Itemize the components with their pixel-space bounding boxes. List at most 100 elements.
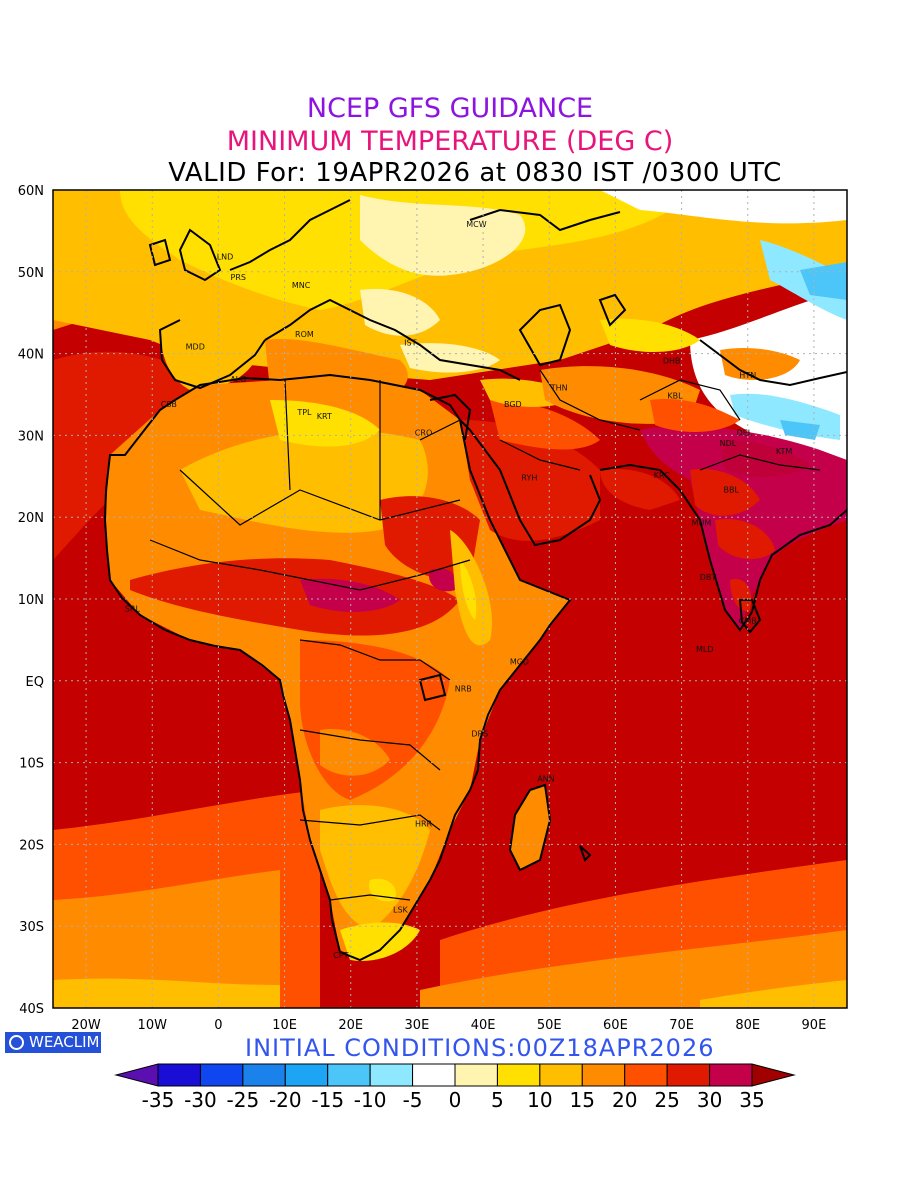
- lat-tick-label: 30N: [18, 429, 44, 444]
- lat-tick-label: 20S: [19, 838, 44, 853]
- station-label: MUM: [692, 518, 712, 527]
- colorbar-label: 15: [570, 1088, 595, 1112]
- station-label: DEL: [737, 428, 753, 437]
- station-label: MNC: [292, 281, 311, 290]
- lat-tick-label: 40S: [19, 1002, 44, 1017]
- weaclim-logo: WEACLIM: [5, 1032, 101, 1053]
- colorbar-swatch: [624, 1063, 668, 1087]
- map-frame: [52, 189, 848, 1009]
- station-label: ROM: [295, 330, 314, 339]
- colorbar-label: -20: [269, 1088, 302, 1112]
- valid-time: VALID For: 19APR2026 at 0830 IST /0300 U…: [168, 158, 782, 188]
- station-label: TPL: [296, 408, 312, 417]
- colorbar-label: 10: [527, 1088, 552, 1112]
- station-label: KRC: [654, 471, 670, 480]
- lat-tick-label: 30S: [19, 920, 44, 935]
- logo-circle-icon: [9, 1035, 24, 1050]
- colorbar-label: -25: [227, 1088, 260, 1112]
- station-label: CMB: [739, 617, 757, 626]
- lon-tick-label: 20E: [338, 1018, 363, 1033]
- lat-tick-label: 10N: [18, 593, 44, 608]
- colorbar-label: -35: [142, 1088, 175, 1112]
- ocean-field: [53, 190, 847, 1008]
- colorbar-swatch: [454, 1063, 498, 1087]
- south-atlantic-band: [53, 790, 320, 1008]
- chart-subtitle: MINIMUM TEMPERATURE (DEG C): [226, 126, 674, 157]
- initial-conditions: INITIAL CONDITIONS:00Z18APR2026: [245, 1034, 715, 1062]
- station-label: BBL: [723, 486, 739, 495]
- colorbar: -35 -30 -25 -20 -15 -10 -5 0 5 10 15 20 25 30 35: [114, 1063, 796, 1112]
- colorbar-arrow-high: [751, 1063, 796, 1087]
- africa-landmass: [105, 380, 570, 960]
- station-label: CSB: [161, 400, 177, 409]
- station-label: NDL: [720, 439, 737, 448]
- colorbar-swatch: [369, 1063, 414, 1087]
- colorbar-swatch: [327, 1063, 371, 1087]
- colorbar-arrow-low: [114, 1063, 159, 1087]
- station-label: ANN: [537, 774, 554, 783]
- country-borders: [149, 369, 821, 901]
- colorbar-label: -15: [311, 1088, 344, 1112]
- colorbar-swatch: [242, 1063, 286, 1087]
- station-label: NRB: [455, 684, 472, 693]
- colorbar-label: 30: [697, 1088, 722, 1112]
- station-label: PRS: [231, 273, 246, 282]
- station-label: LND: [217, 253, 234, 262]
- station-label: KBL: [667, 392, 683, 401]
- lat-tick-label: 20N: [18, 511, 44, 526]
- station-label: BGD: [504, 400, 522, 409]
- lon-tick-label: 80E: [735, 1018, 760, 1033]
- colorbar-swatch: [496, 1063, 541, 1087]
- station-label: MGD: [510, 657, 529, 666]
- station-label: KRT: [317, 412, 332, 421]
- station-label: MLD: [696, 645, 714, 654]
- colorbar-label: 25: [654, 1088, 679, 1112]
- colorbar-swatch: [412, 1063, 456, 1087]
- station-label: IST: [404, 338, 416, 347]
- station-label: DHB: [663, 356, 681, 365]
- colorbar-swatch: [539, 1063, 583, 1087]
- station-label: ALG: [230, 375, 246, 384]
- station-label: DRS: [471, 729, 488, 738]
- lon-tick-label: 50E: [537, 1018, 562, 1033]
- colorbar-label: 35: [739, 1088, 764, 1112]
- station-label: RYH: [521, 473, 537, 482]
- colorbar-swatch: [199, 1063, 244, 1087]
- eurasia-north: [53, 190, 847, 380]
- colorbar-label: 5: [491, 1088, 504, 1112]
- station-label: LSK: [393, 905, 409, 914]
- colorbar-swatch: [666, 1063, 711, 1087]
- station-label: MDD: [186, 343, 205, 352]
- station-label: HRR: [415, 819, 433, 828]
- colorbar-label: -10: [354, 1088, 387, 1112]
- chart-title: NCEP GFS GUIDANCE: [306, 93, 594, 124]
- station-labels: MCW LND PRS MNC ROM IST MDD ALG CSB TPL KRT CRO BGD T…: [125, 220, 793, 960]
- colorbar-label: 20: [612, 1088, 637, 1112]
- arabia: [460, 420, 600, 541]
- colorbar-label: 0: [449, 1088, 462, 1112]
- station-label: KTM: [776, 447, 793, 456]
- lat-tick-label: 50N: [18, 266, 44, 281]
- station-label: MCW: [466, 220, 486, 229]
- southern-africa-cool: [320, 805, 430, 930]
- lat-tick-label: 40N: [18, 348, 44, 363]
- station-label: HTN: [739, 371, 756, 380]
- logo-text: WEACLIM: [29, 1033, 100, 1051]
- colorbar-swatch: [709, 1063, 753, 1087]
- south-atlantic-cool-band: [53, 870, 280, 1008]
- station-label: CRO: [415, 428, 432, 437]
- lat-tick-label: EQ: [26, 675, 44, 690]
- station-label: THN: [550, 383, 568, 392]
- lon-tick-label: 10W: [138, 1018, 168, 1033]
- lon-tick-label: 40E: [471, 1018, 496, 1033]
- colorbar-swatch: [284, 1063, 329, 1087]
- madagascar: [510, 785, 550, 870]
- station-label: DBT: [700, 573, 717, 582]
- tibet-cold-region: [690, 290, 847, 470]
- india: [640, 426, 847, 630]
- station-label: SRL: [125, 604, 141, 613]
- colorbar-swatch: [581, 1063, 626, 1087]
- map-field: [53, 190, 847, 1008]
- colorbar-label: -30: [184, 1088, 217, 1112]
